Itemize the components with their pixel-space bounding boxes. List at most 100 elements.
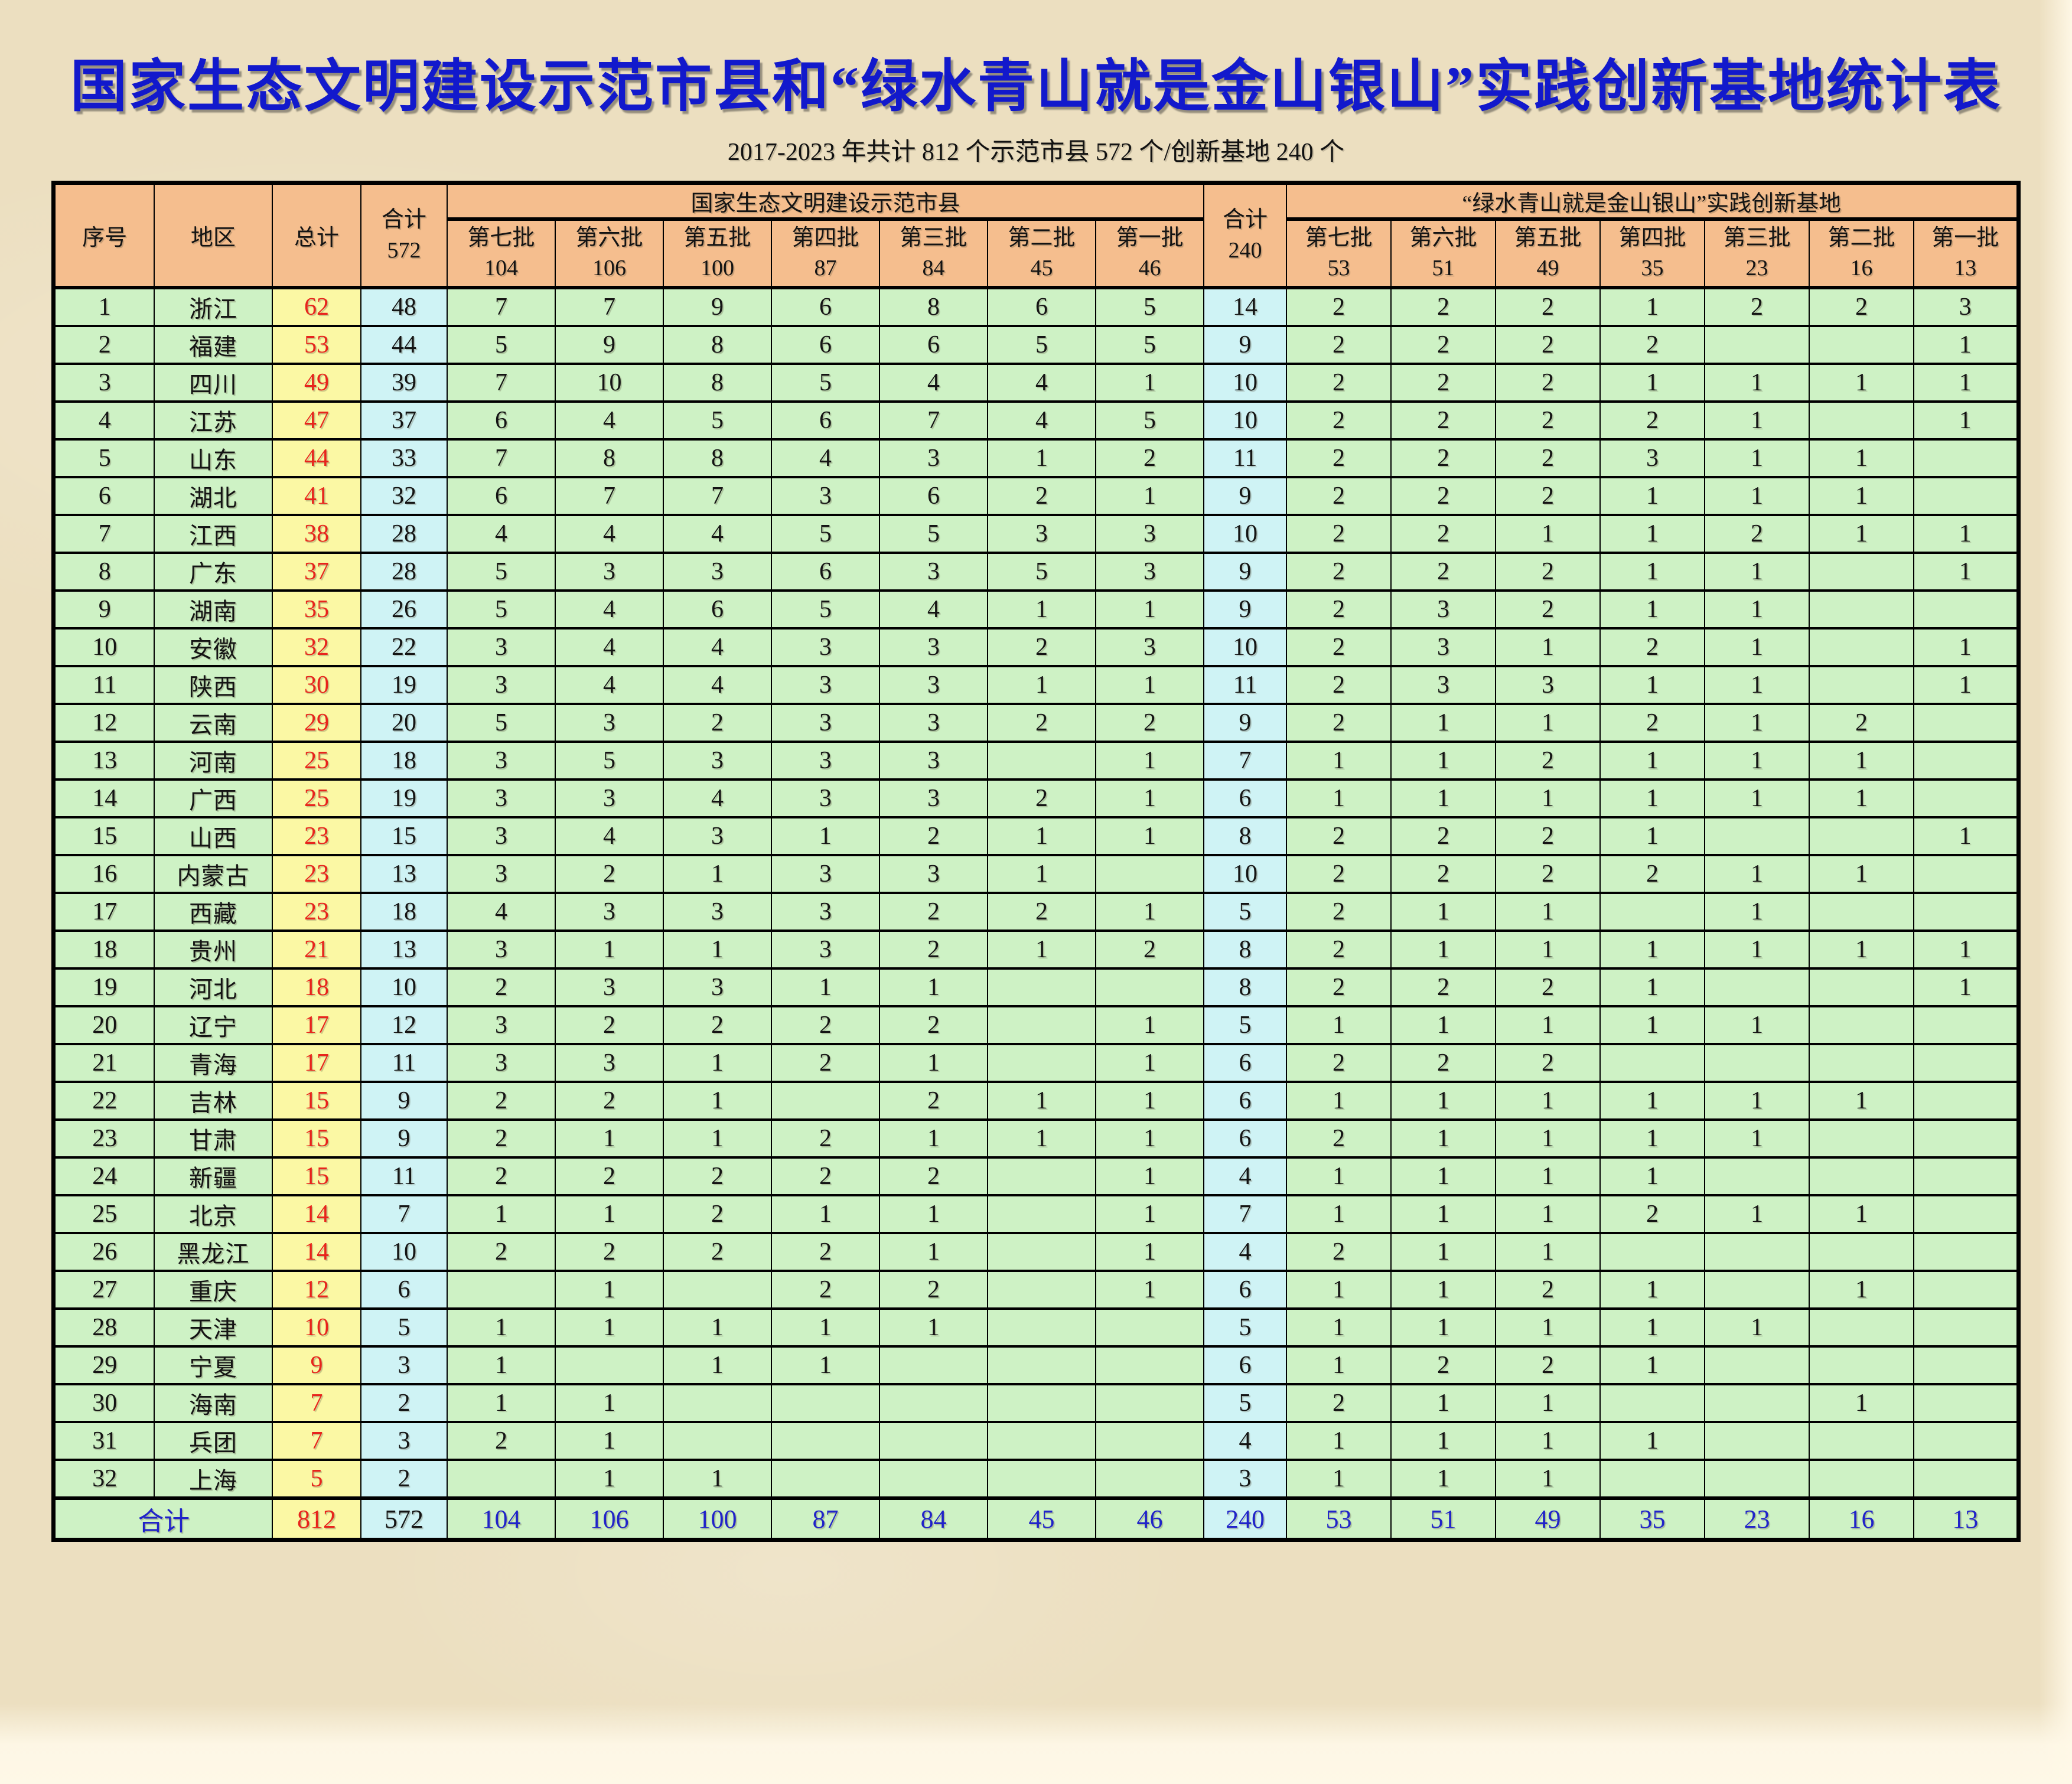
- demo-batch-cell: 1: [554, 929, 664, 970]
- table-row: 15 山西 23 15 3 4 3 1 2 1 1 8 2 2 2 1 1: [53, 816, 2019, 856]
- demo-batch-cell: 4: [662, 665, 772, 705]
- base-subtotal-cell: 5: [1203, 1307, 1287, 1348]
- base-batch-cell: 1: [1809, 1270, 1914, 1310]
- demo-batch-cell: 5: [554, 741, 664, 781]
- base-batch-cell: 1: [1809, 363, 1914, 403]
- base-batch-cell: 1: [1913, 627, 2019, 667]
- batch-count: 46: [1138, 256, 1161, 281]
- batch-label: 第四批: [1618, 225, 1686, 250]
- demo-batch-cell: 3: [554, 778, 664, 818]
- demo-batch-cell: 1: [878, 1043, 988, 1083]
- total-cell: 44: [271, 438, 361, 478]
- demo-batch-cell: 3: [878, 703, 988, 743]
- demo-batch-cell: [986, 1459, 1096, 1499]
- base-batch-cell: 1: [1599, 552, 1705, 592]
- table-row: 10 安徽 32 22 3 4 4 3 3 2 3 10 2 3 1 2 1 1: [53, 627, 2019, 667]
- demo-batch-cell: 2: [554, 1081, 664, 1121]
- base-batch-cell: 3: [1495, 665, 1601, 705]
- batch-count: 35: [1641, 256, 1664, 281]
- demo-batch-cell: 3: [554, 703, 664, 743]
- base-batch-cell: 2: [1286, 400, 1392, 441]
- demo-subtotal-cell: 18: [360, 741, 448, 781]
- index-cell: 17: [53, 892, 155, 932]
- demo-batch-cell: 2: [446, 1118, 556, 1159]
- base-batch-cell: 2: [1495, 741, 1601, 781]
- footer-base-batch: 23: [1704, 1496, 1810, 1541]
- region-cell: 吉林: [153, 1081, 273, 1121]
- batch-label: 第四批: [791, 225, 859, 250]
- index-cell: 10: [53, 627, 155, 667]
- base-batch-cell: [1704, 967, 1810, 1007]
- table-row: 11 陕西 30 19 3 4 4 3 3 1 1 11 2 3 3 1 1 1: [53, 665, 2019, 705]
- base-subtotal-cell: 6: [1203, 778, 1287, 818]
- base-subtotal-cell: 14: [1203, 286, 1287, 327]
- demo-batch-cell: [1094, 1459, 1205, 1499]
- region-cell: 四川: [153, 363, 273, 403]
- region-cell: 宁夏: [153, 1345, 273, 1385]
- region-cell: 江西: [153, 514, 273, 554]
- base-batch-cell: [1913, 1383, 2019, 1423]
- footer-demo-batch: 106: [554, 1496, 664, 1541]
- demo-batch-cell: 1: [446, 1345, 556, 1385]
- base-batch-cell: 1: [1390, 1081, 1496, 1121]
- total-cell: 35: [271, 589, 361, 630]
- demo-batch-cell: 5: [446, 589, 556, 630]
- table-row: 12 云南 29 20 5 3 2 3 3 2 2 9 2 1 1 2 1 2: [53, 703, 2019, 743]
- total-cell: 10: [271, 1307, 361, 1348]
- table-row: 9 湖南 35 26 5 4 6 5 4 1 1 9 2 3 2 1 1: [53, 589, 2019, 630]
- total-cell: 53: [271, 325, 361, 365]
- demo-batch-cell: 1: [1094, 816, 1205, 856]
- base-batch-cell: 1: [1286, 1194, 1392, 1234]
- total-cell: 25: [271, 741, 361, 781]
- table-row: 1 浙江 62 48 7 7 9 6 8 6 5 14 2 2 2 1 2 2 …: [53, 286, 2019, 327]
- demo-subtotal-cell: 13: [360, 854, 448, 894]
- total-cell: 25: [271, 778, 361, 818]
- batch-label: 第二批: [1008, 225, 1076, 250]
- table-row: 17 西藏 23 18 4 3 3 3 2 2 1 5 2 1 1 1: [53, 892, 2019, 932]
- base-batch-cell: 2: [1286, 665, 1392, 705]
- demo-batch-cell: 7: [878, 400, 988, 441]
- base-batch-cell: 1: [1286, 778, 1392, 818]
- base-batch-cell: 2: [1495, 400, 1601, 441]
- demo-batch-cell: 2: [554, 1232, 664, 1272]
- header-demo-batch-2: 第二批 45: [986, 218, 1096, 289]
- base-batch-cell: [1809, 1005, 1914, 1045]
- base-subtotal-cell: 10: [1203, 627, 1287, 667]
- base-batch-cell: 1: [1913, 400, 2019, 441]
- batch-label: 第七批: [467, 225, 535, 250]
- demo-batch-cell: 2: [662, 1194, 772, 1234]
- table-row: 21 青海 17 11 3 3 1 2 1 1 6 2 2 2: [53, 1043, 2019, 1083]
- demo-batch-cell: [986, 1156, 1096, 1196]
- index-cell: 6: [53, 476, 155, 516]
- index-cell: 28: [53, 1307, 155, 1348]
- demo-batch-cell: 1: [770, 1307, 880, 1348]
- base-batch-cell: 1: [1704, 854, 1810, 894]
- footer-base-batch: 16: [1809, 1496, 1914, 1541]
- demo-batch-cell: 4: [986, 400, 1096, 441]
- demo-batch-cell: 5: [446, 703, 556, 743]
- base-batch-cell: 1: [1704, 552, 1810, 592]
- base-batch-cell: 1: [1286, 1421, 1392, 1461]
- demo-batch-cell: 2: [878, 1005, 988, 1045]
- demo-batch-cell: 1: [1094, 1118, 1205, 1159]
- header-group-base: “绿水青山就是金山银山”实践创新基地: [1285, 181, 2019, 221]
- demo-batch-cell: 1: [446, 1194, 556, 1234]
- demo-batch-cell: [986, 741, 1096, 781]
- demo-batch-cell: 2: [662, 703, 772, 743]
- demo-batch-cell: 8: [554, 438, 664, 478]
- base-batch-cell: 1: [1390, 1421, 1496, 1461]
- table-row: 26 黑龙江 14 10 2 2 2 2 1 1 4 2 1 1: [53, 1232, 2019, 1272]
- total-cell: 21: [271, 929, 361, 970]
- demo-batch-cell: 1: [554, 1194, 664, 1234]
- demo-subtotal-cell: 7: [360, 1194, 448, 1234]
- header-total: 总计: [271, 181, 361, 289]
- base-subtotal-cell: 6: [1203, 1043, 1287, 1083]
- base-batch-cell: 1: [1809, 1081, 1914, 1121]
- base-batch-cell: 2: [1390, 854, 1496, 894]
- base-batch-cell: 1: [1913, 929, 2019, 970]
- base-batch-cell: [1599, 1459, 1705, 1499]
- index-cell: 27: [53, 1270, 155, 1310]
- base-batch-cell: 2: [1390, 363, 1496, 403]
- demo-batch-cell: 3: [770, 778, 880, 818]
- base-batch-cell: [1809, 1421, 1914, 1461]
